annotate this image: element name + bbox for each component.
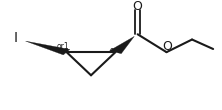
Text: I: I — [14, 31, 18, 45]
Text: or1: or1 — [110, 46, 123, 55]
Polygon shape — [110, 36, 134, 54]
Polygon shape — [26, 41, 70, 55]
Text: or1: or1 — [57, 42, 69, 51]
Text: O: O — [133, 0, 143, 13]
Text: O: O — [163, 40, 172, 53]
